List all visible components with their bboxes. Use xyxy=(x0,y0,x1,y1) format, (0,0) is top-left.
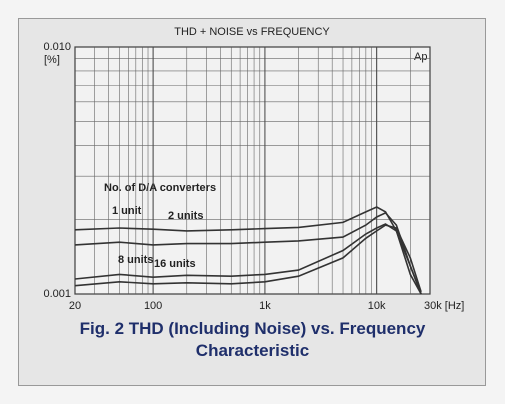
annotation: Ap xyxy=(414,51,427,63)
series-line xyxy=(74,223,422,295)
series-line xyxy=(74,211,422,295)
series-label: 1 unit xyxy=(112,205,142,217)
y-axis-label: [%] xyxy=(44,54,60,66)
y-tick-label: 0.001 xyxy=(43,288,71,300)
y-tick-label: 0.010 xyxy=(43,41,71,53)
x-tick-label: 1k xyxy=(259,300,271,312)
x-tick-label: 30k [Hz] xyxy=(424,300,464,312)
legend-title: No. of D/A converters xyxy=(104,182,216,194)
series-label: 8 units xyxy=(118,254,153,266)
caption: Fig. 2 THD (Including Noise) vs. Frequen… xyxy=(79,319,426,360)
series-line xyxy=(74,224,422,293)
series-label: 16 units xyxy=(154,258,196,270)
x-tick-label: 20 xyxy=(69,300,81,312)
chart-title: THD + NOISE vs FREQUENCY xyxy=(174,26,330,38)
plot-area xyxy=(74,46,431,295)
x-tick-label: 10k xyxy=(368,300,386,312)
x-tick-label: 100 xyxy=(144,300,162,312)
series-label: 2 units xyxy=(168,210,203,222)
